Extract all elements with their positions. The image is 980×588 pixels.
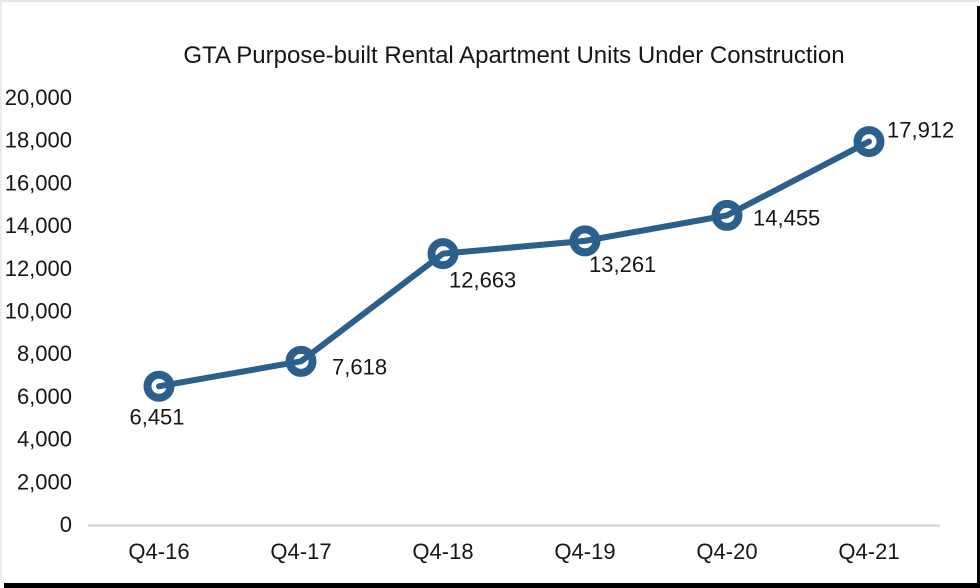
data-point-marker [711, 199, 743, 231]
frame-border-left [0, 0, 2, 582]
data-point-label: 12,663 [449, 268, 516, 293]
x-axis-category-label: Q4-18 [412, 539, 473, 564]
chart-title: GTA Purpose-built Rental Apartment Units… [183, 42, 845, 69]
y-axis-tick-label: 16,000 [5, 170, 72, 195]
frame-border-top [0, 0, 980, 2]
data-point-marker [143, 370, 175, 402]
y-axis-tick-label: 18,000 [5, 128, 72, 153]
data-point-label: 7,618 [332, 354, 387, 379]
frame-border-bottom [4, 583, 980, 588]
y-axis-tick-label: 2,000 [17, 469, 72, 494]
x-axis-category-label: Q4-21 [838, 539, 899, 564]
data-point-label: 6,451 [129, 404, 184, 429]
data-point-label: 14,455 [753, 205, 820, 230]
data-point-label: 17,912 [887, 118, 954, 143]
data-line [156, 138, 872, 390]
x-axis-category-label: Q4-19 [554, 539, 615, 564]
y-axis-tick-label: 10,000 [5, 299, 72, 324]
y-axis-tick-label: 12,000 [5, 256, 72, 281]
y-axis-tick-label: 6,000 [17, 384, 72, 409]
y-axis-tick-label: 0 [60, 512, 72, 537]
data-point-marker [427, 238, 459, 270]
frame-border-right [977, 6, 980, 588]
x-axis-category-label: Q4-17 [270, 539, 331, 564]
data-point-marker [569, 225, 601, 257]
y-axis-tick-label: 4,000 [17, 427, 72, 452]
x-axis-category-label: Q4-20 [696, 539, 757, 564]
x-axis-category-label: Q4-16 [128, 539, 189, 564]
y-axis-tick-label: 20,000 [5, 85, 72, 110]
data-point-label: 13,261 [589, 252, 656, 277]
data-point-marker [853, 126, 885, 158]
y-axis-tick-label: 14,000 [5, 213, 72, 238]
y-axis-tick-label: 8,000 [17, 341, 72, 366]
data-point-marker [285, 345, 317, 377]
